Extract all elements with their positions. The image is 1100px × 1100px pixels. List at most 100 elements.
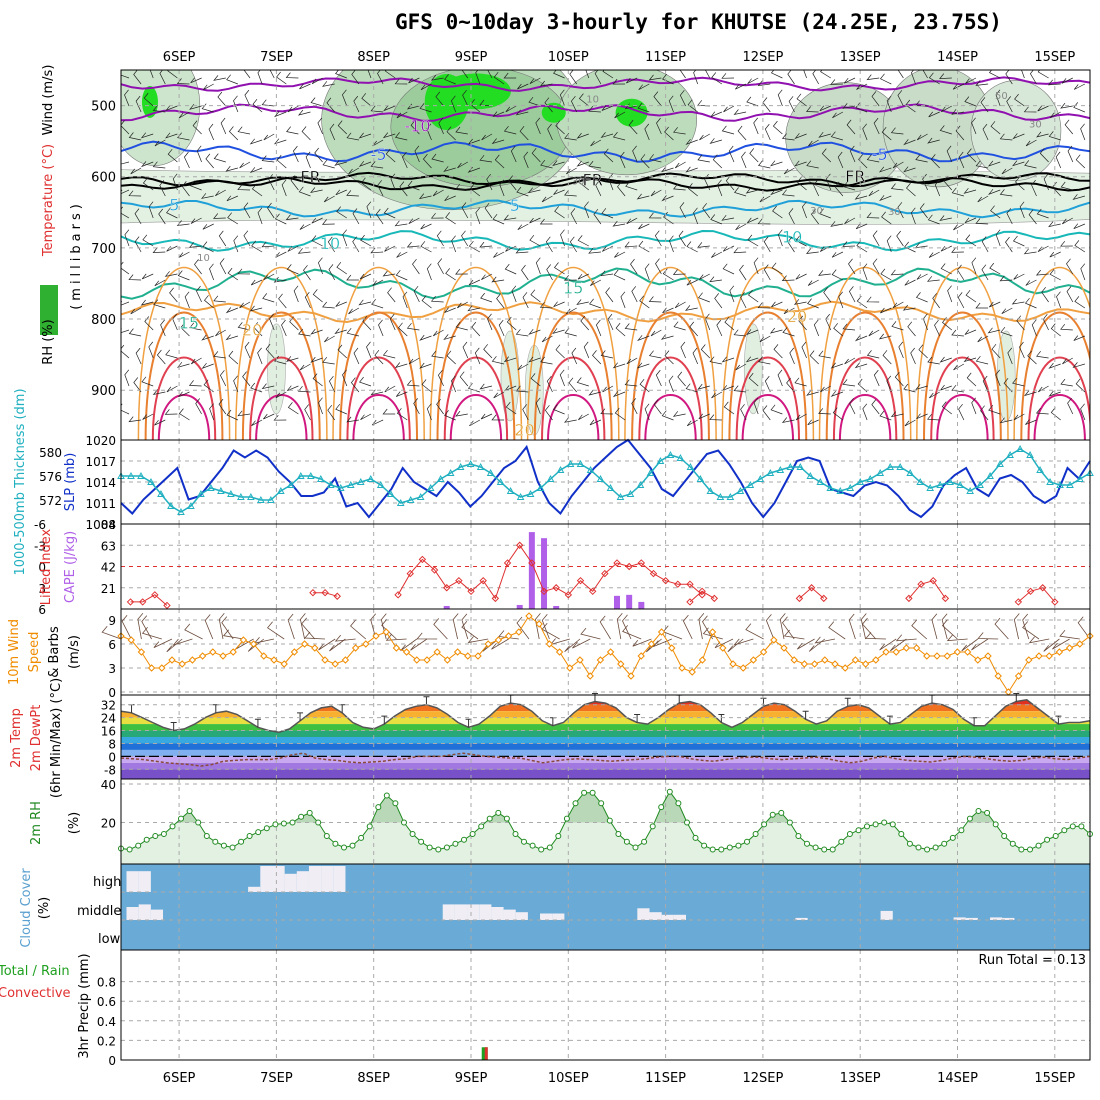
wind-barb [480, 413, 493, 420]
lifted-index-point [710, 594, 719, 603]
cloud-bar-middle [649, 912, 662, 920]
wind-speed-point [963, 648, 972, 656]
precip-panel: 00.20.40.60.8 Total / Rain Convective 3h… [0, 949, 1091, 1068]
wind-barb [958, 151, 965, 169]
wind-barb [798, 315, 807, 331]
wind-speed-point [841, 664, 849, 672]
wind-barb [891, 321, 904, 331]
wind-barb [305, 151, 311, 169]
wind-barb [709, 138, 722, 144]
wind-barb [905, 99, 916, 113]
wind-barb [830, 390, 844, 397]
wind-barb [342, 369, 348, 387]
wind-barb [546, 264, 553, 281]
thickness-point [846, 483, 855, 491]
wind-barb [862, 403, 868, 421]
thickness-point [836, 486, 845, 494]
y-tick-label: 900 [91, 384, 116, 399]
wind-speed-point [168, 656, 176, 664]
wind-barb [169, 287, 178, 303]
wind-barb [698, 292, 710, 303]
wind-speed-point [484, 640, 492, 648]
wind-barb [444, 195, 456, 202]
wind-barb [952, 83, 965, 90]
wind-barb [971, 117, 977, 135]
wind-barb [227, 212, 239, 225]
wind-barb [1059, 629, 1080, 640]
thickness-point [316, 474, 325, 482]
wind-speed-point [790, 656, 798, 664]
wind-barb [311, 217, 323, 224]
wind-barb [848, 613, 856, 640]
wind-barb [517, 223, 529, 231]
wind-barb [285, 72, 299, 79]
wind-speed-point [382, 628, 390, 636]
cloud-bar-middle [540, 913, 553, 920]
y-tick-label: 6 [108, 638, 116, 652]
wind-barb [265, 343, 275, 359]
wind-barb [652, 638, 672, 647]
thickness-point [1006, 450, 1014, 458]
wind-barb [276, 154, 287, 169]
rh-point [949, 834, 956, 841]
wind-barb [903, 383, 916, 393]
wind-barb [865, 632, 887, 640]
wind-barb [491, 414, 505, 421]
wind-speed-point [923, 652, 931, 660]
thickness-point [726, 492, 735, 500]
lifted-index-point [1014, 598, 1023, 606]
wind-speed-point [372, 632, 380, 640]
thickness-point [1066, 480, 1074, 488]
wind-barb [975, 355, 989, 365]
cape-bar [553, 605, 560, 609]
wind-barb [382, 270, 396, 277]
isotherm-arch [638, 356, 703, 440]
wind-barb [121, 328, 130, 333]
wind-barb [928, 251, 940, 258]
wind-barb [612, 78, 626, 85]
wind-barb [702, 203, 711, 219]
rh-point [280, 820, 287, 827]
ylabel-millibars: (millibars) [69, 200, 84, 310]
wind-barb [335, 189, 347, 196]
wind-barb [600, 408, 614, 415]
lifted-index-point [698, 587, 706, 595]
rh-point [555, 833, 562, 839]
y-tick-label: 500 [91, 100, 116, 115]
wind-barb [133, 70, 142, 85]
wind-barb [237, 410, 251, 417]
wind-barb [189, 103, 202, 110]
wind-barb [849, 398, 856, 415]
thickness-point [506, 486, 515, 494]
wind-barb [1077, 616, 1091, 640]
wind-barb [834, 181, 844, 197]
wind-barb [158, 208, 166, 225]
wind-barb [663, 211, 674, 225]
x-tick-label: 12SEP [742, 50, 783, 65]
wind-speed-point [627, 672, 635, 680]
lifted-index-point [929, 576, 937, 585]
wind-barb [617, 181, 626, 197]
wind-barb [154, 139, 166, 147]
isotherm-arch [1020, 311, 1090, 440]
wind-barb [749, 148, 759, 163]
wind-barb [714, 638, 734, 649]
wind-barb [1080, 403, 1086, 421]
wind-barb [461, 202, 469, 219]
wind-barb [257, 207, 263, 225]
cloud-bar-middle [503, 909, 516, 920]
wind-barb [337, 120, 348, 135]
wind-barb [941, 105, 952, 113]
wind-barb [1023, 248, 1037, 255]
wind-barb [982, 375, 989, 393]
wind-barb [932, 293, 940, 309]
wind-barb [612, 220, 626, 227]
wind-barb [399, 181, 408, 197]
wind-barb [535, 397, 541, 415]
wind-barb [802, 201, 807, 219]
wind-speed-point [402, 648, 411, 656]
wind-barb [966, 372, 977, 387]
thickness-point [1016, 444, 1024, 452]
wind-barb [717, 179, 723, 197]
